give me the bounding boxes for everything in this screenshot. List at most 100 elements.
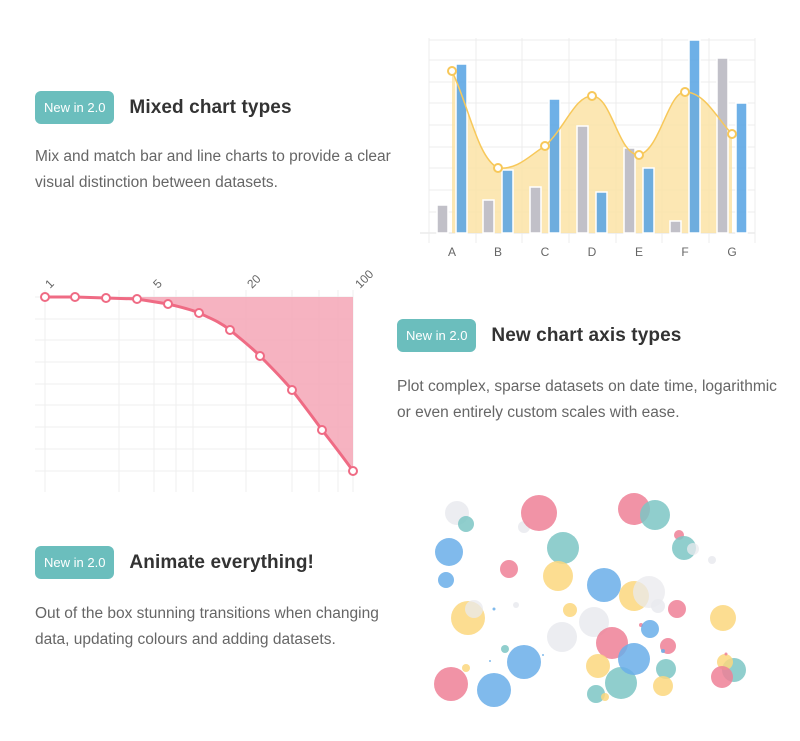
x-label-d: D — [588, 245, 597, 259]
bubble[interactable] — [633, 576, 665, 608]
point-4[interactable] — [132, 294, 142, 304]
bubble[interactable] — [547, 532, 579, 564]
point-7[interactable] — [225, 325, 235, 335]
bar-g-blue[interactable] — [735, 102, 748, 234]
bubble[interactable] — [661, 649, 665, 653]
bubble[interactable] — [605, 667, 637, 699]
bar-d-gray[interactable] — [576, 125, 589, 234]
bubble[interactable] — [438, 572, 454, 588]
feature-title: Animate everything! — [129, 551, 314, 573]
bubble[interactable] — [710, 605, 736, 631]
bubble[interactable] — [587, 685, 605, 703]
bubbles-gray-overlay — [465, 543, 699, 618]
x-label-g: G — [727, 245, 736, 259]
bubble[interactable] — [653, 676, 673, 696]
feature-header: New in 2.0 New chart axis types — [397, 319, 777, 352]
point-e[interactable] — [634, 150, 644, 160]
bubble[interactable] — [724, 652, 728, 656]
x-label-b: B — [494, 245, 502, 259]
bubble[interactable] — [641, 620, 659, 638]
point-a[interactable] — [447, 66, 457, 76]
bar-b-blue[interactable] — [501, 169, 514, 234]
bar-d-blue[interactable] — [595, 191, 608, 234]
point-1[interactable] — [40, 292, 50, 302]
bar-e-gray[interactable] — [623, 147, 636, 234]
red-line-area — [45, 297, 353, 471]
x-tick-5: 5 — [150, 276, 165, 291]
point-2[interactable] — [70, 292, 80, 302]
x-tick-20: 20 — [244, 272, 264, 292]
yellow-line-area — [452, 71, 732, 233]
bubble[interactable] — [601, 693, 609, 701]
bubble[interactable] — [465, 600, 483, 618]
bubble[interactable] — [708, 556, 716, 564]
bubble[interactable] — [521, 495, 557, 531]
bubble[interactable] — [542, 654, 544, 656]
bubble[interactable] — [543, 561, 573, 591]
feature-axis-types: New in 2.0 New chart axis types Plot com… — [397, 319, 777, 426]
mixed-chart-x-labels: A B C D E F G — [448, 245, 737, 259]
bubble[interactable] — [513, 602, 519, 608]
red-line-points — [40, 292, 358, 476]
point-11[interactable] — [348, 466, 358, 476]
x-label-c: C — [541, 245, 550, 259]
x-label-f: F — [681, 245, 688, 259]
point-9[interactable] — [287, 385, 297, 395]
bubble[interactable] — [668, 600, 686, 618]
x-label-a: A — [448, 245, 456, 259]
bar-e-blue[interactable] — [642, 167, 655, 234]
feature-animate-everything: New in 2.0 Animate everything! Out of th… — [35, 546, 395, 653]
bar-f-blue[interactable] — [688, 39, 701, 234]
feature-header: New in 2.0 Mixed chart types — [35, 91, 395, 124]
x-tick-1: 1 — [42, 276, 57, 291]
point-5[interactable] — [163, 299, 173, 309]
bubble[interactable] — [587, 568, 621, 602]
bubble[interactable] — [711, 666, 733, 688]
feature-title: New chart axis types — [491, 324, 682, 346]
blue-bars — [455, 39, 748, 234]
bar-a-gray[interactable] — [436, 204, 449, 234]
bubble[interactable] — [435, 538, 463, 566]
bar-c-gray[interactable] — [529, 186, 542, 234]
bar-f-gray[interactable] — [669, 220, 682, 234]
bubble[interactable] — [687, 543, 699, 555]
bar-b-gray[interactable] — [482, 199, 495, 234]
bar-g-gray[interactable] — [716, 57, 729, 234]
bubble[interactable] — [618, 643, 650, 675]
point-3[interactable] — [101, 293, 111, 303]
gray-bars — [436, 57, 729, 234]
point-10[interactable] — [317, 425, 327, 435]
feature-description: Plot complex, sparse datasets on date ti… — [397, 378, 777, 421]
point-6[interactable] — [194, 308, 204, 318]
bubble[interactable] — [507, 645, 541, 679]
point-8[interactable] — [255, 351, 265, 361]
bubbles-blue — [435, 538, 665, 707]
bubble[interactable] — [547, 622, 577, 652]
bubble[interactable] — [434, 667, 468, 701]
bar-a-blue[interactable] — [455, 63, 468, 234]
point-g[interactable] — [727, 129, 737, 139]
bubble[interactable] — [477, 673, 511, 707]
bubble[interactable] — [500, 560, 518, 578]
bubble[interactable] — [586, 654, 610, 678]
point-f[interactable] — [680, 87, 690, 97]
bubble[interactable] — [717, 654, 733, 670]
new-badge: New in 2.0 — [35, 546, 115, 579]
bubble[interactable] — [492, 607, 496, 611]
bar-c-blue[interactable] — [548, 98, 561, 234]
bubble[interactable] — [458, 516, 474, 532]
bubble[interactable] — [563, 603, 577, 617]
log-chart-x-labels: 1 5 20 100 — [42, 267, 376, 291]
bubble[interactable] — [501, 645, 509, 653]
bubble[interactable] — [579, 607, 609, 637]
bubble[interactable] — [640, 500, 670, 530]
bubble[interactable] — [596, 627, 628, 659]
bubble-chart — [434, 493, 746, 707]
point-c[interactable] — [540, 141, 550, 151]
point-b[interactable] — [493, 163, 503, 173]
bubble[interactable] — [489, 660, 491, 662]
bubble[interactable] — [462, 664, 470, 672]
bubble[interactable] — [656, 659, 676, 679]
point-d[interactable] — [587, 91, 597, 101]
